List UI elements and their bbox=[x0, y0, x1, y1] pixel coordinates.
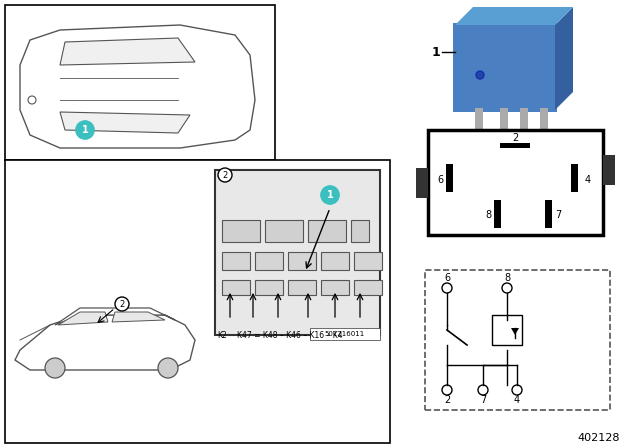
FancyBboxPatch shape bbox=[494, 200, 501, 228]
Circle shape bbox=[115, 297, 129, 311]
Polygon shape bbox=[15, 315, 195, 370]
Polygon shape bbox=[60, 38, 195, 65]
FancyBboxPatch shape bbox=[453, 23, 557, 112]
Polygon shape bbox=[20, 25, 255, 148]
Text: 4: 4 bbox=[585, 175, 591, 185]
FancyBboxPatch shape bbox=[321, 252, 349, 270]
FancyBboxPatch shape bbox=[446, 164, 453, 192]
Circle shape bbox=[28, 96, 36, 104]
FancyBboxPatch shape bbox=[222, 280, 250, 295]
Circle shape bbox=[76, 121, 94, 139]
FancyBboxPatch shape bbox=[416, 168, 428, 198]
FancyBboxPatch shape bbox=[5, 160, 390, 443]
FancyBboxPatch shape bbox=[425, 270, 610, 410]
FancyBboxPatch shape bbox=[500, 108, 508, 130]
FancyBboxPatch shape bbox=[571, 164, 578, 192]
Text: 7: 7 bbox=[480, 395, 486, 405]
Text: 2: 2 bbox=[444, 395, 450, 405]
Text: K2: K2 bbox=[217, 331, 227, 340]
FancyBboxPatch shape bbox=[5, 5, 275, 160]
Text: 4: 4 bbox=[514, 395, 520, 405]
Polygon shape bbox=[58, 312, 108, 325]
FancyBboxPatch shape bbox=[603, 155, 615, 185]
Text: 2: 2 bbox=[120, 300, 125, 309]
Text: 2: 2 bbox=[222, 171, 228, 180]
Circle shape bbox=[442, 385, 452, 395]
Polygon shape bbox=[112, 312, 165, 322]
FancyBboxPatch shape bbox=[222, 220, 260, 242]
Circle shape bbox=[45, 358, 65, 378]
FancyBboxPatch shape bbox=[492, 315, 522, 345]
FancyBboxPatch shape bbox=[310, 328, 380, 340]
FancyBboxPatch shape bbox=[265, 220, 303, 242]
Text: 402128: 402128 bbox=[577, 433, 620, 443]
Circle shape bbox=[158, 358, 178, 378]
Polygon shape bbox=[555, 7, 573, 110]
FancyBboxPatch shape bbox=[308, 220, 346, 242]
FancyBboxPatch shape bbox=[540, 108, 548, 130]
FancyBboxPatch shape bbox=[255, 252, 283, 270]
Polygon shape bbox=[55, 308, 175, 325]
FancyBboxPatch shape bbox=[354, 280, 382, 295]
Text: 1: 1 bbox=[82, 125, 88, 135]
FancyBboxPatch shape bbox=[255, 280, 283, 295]
FancyBboxPatch shape bbox=[354, 252, 382, 270]
FancyBboxPatch shape bbox=[288, 252, 316, 270]
Polygon shape bbox=[455, 7, 573, 25]
Text: 8: 8 bbox=[504, 273, 510, 283]
FancyBboxPatch shape bbox=[351, 220, 369, 242]
FancyBboxPatch shape bbox=[545, 200, 552, 228]
Text: 1: 1 bbox=[326, 190, 333, 200]
Text: 7: 7 bbox=[555, 210, 561, 220]
FancyBboxPatch shape bbox=[222, 252, 250, 270]
Text: 501216011: 501216011 bbox=[325, 331, 365, 337]
FancyBboxPatch shape bbox=[475, 108, 483, 130]
Circle shape bbox=[502, 283, 512, 293]
Text: 6: 6 bbox=[437, 175, 443, 185]
Circle shape bbox=[321, 186, 339, 204]
Polygon shape bbox=[60, 112, 190, 133]
Circle shape bbox=[442, 283, 452, 293]
Text: 8: 8 bbox=[485, 210, 491, 220]
FancyBboxPatch shape bbox=[288, 280, 316, 295]
Polygon shape bbox=[511, 328, 519, 335]
FancyBboxPatch shape bbox=[215, 170, 380, 335]
Circle shape bbox=[218, 168, 232, 182]
Text: K47 = K48 – K46 – K16 – K4: K47 = K48 – K46 – K16 – K4 bbox=[237, 331, 343, 340]
Text: 2: 2 bbox=[512, 133, 518, 143]
FancyBboxPatch shape bbox=[428, 130, 603, 235]
Circle shape bbox=[512, 385, 522, 395]
Text: 1: 1 bbox=[431, 46, 440, 59]
Circle shape bbox=[476, 71, 484, 79]
FancyBboxPatch shape bbox=[321, 280, 349, 295]
Text: 6: 6 bbox=[444, 273, 450, 283]
FancyBboxPatch shape bbox=[520, 108, 528, 130]
Circle shape bbox=[478, 385, 488, 395]
FancyBboxPatch shape bbox=[500, 143, 530, 148]
